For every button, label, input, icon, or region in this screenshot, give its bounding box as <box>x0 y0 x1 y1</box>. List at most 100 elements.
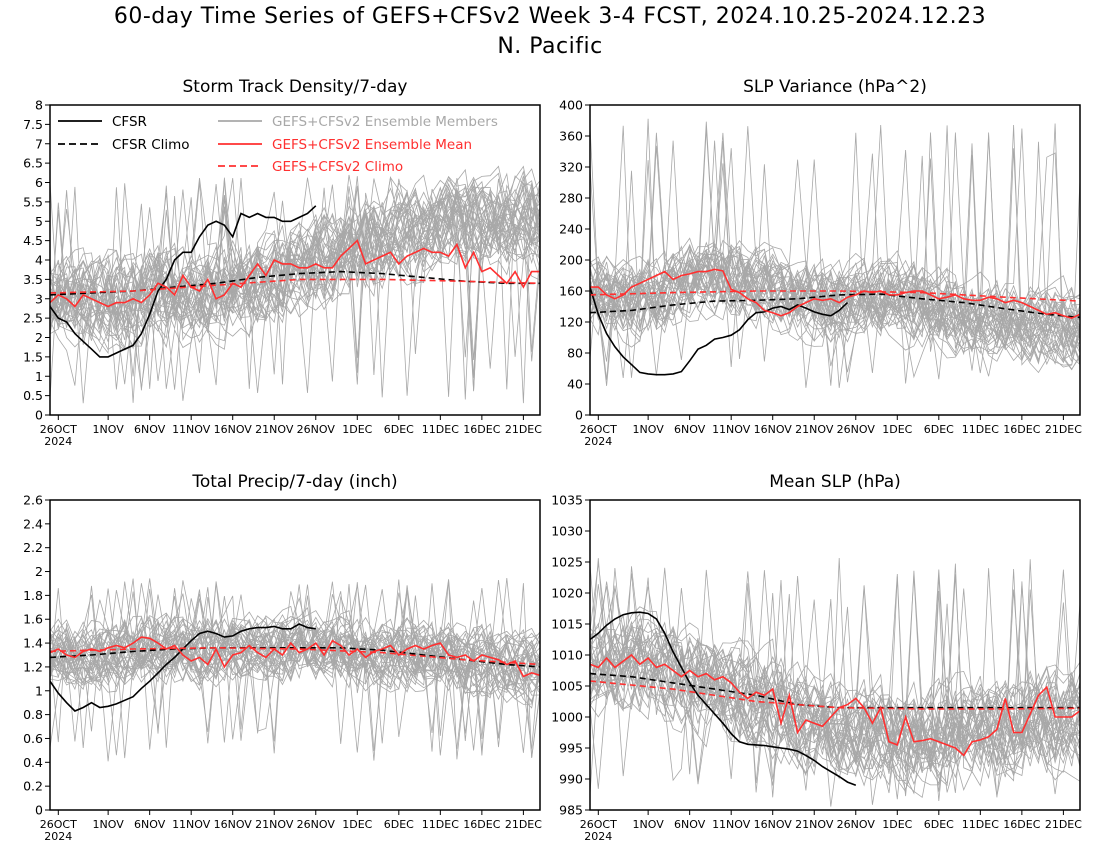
ensemble-member-line <box>50 168 540 369</box>
ensemble-member-line <box>590 140 1080 359</box>
panel-title: Mean SLP (hPa) <box>769 472 901 492</box>
ensemble-member-line <box>50 616 540 690</box>
y-tick-label: 1 <box>35 683 43 698</box>
y-tick-label: 1035 <box>551 493 583 508</box>
x-tick-label: 11NOV <box>712 818 751 831</box>
ensemble-member-line <box>50 186 540 385</box>
y-tick-label: 5 <box>35 214 43 229</box>
y-tick-label: 1005 <box>551 679 583 694</box>
y-tick-label: 1.5 <box>23 349 43 364</box>
x-year-label: 2024 <box>584 830 612 843</box>
y-tick-label: 40 <box>567 377 583 392</box>
x-tick-label: 26NOV <box>837 423 876 436</box>
ensemble-member-line <box>50 596 540 756</box>
x-tick-label: 21DEC <box>505 818 542 831</box>
ensemble-member-line <box>590 558 1080 798</box>
x-tick-label: 21DEC <box>1045 423 1082 436</box>
series-cfsr <box>590 611 857 786</box>
y-tick-label: 320 <box>559 160 583 175</box>
x-tick-label: 16NOV <box>214 423 253 436</box>
x-tick-label: 16DEC <box>463 423 500 436</box>
y-tick-label: 1020 <box>551 586 583 601</box>
ensemble-member-line <box>590 247 1080 381</box>
x-year-label: 2024 <box>584 435 612 448</box>
x-year-label: 2024 <box>44 830 72 843</box>
x-tick-label: 16DEC <box>1003 423 1040 436</box>
ensemble-members <box>50 577 540 762</box>
ensemble-member-line <box>50 187 540 403</box>
panel-mean-slp: Mean SLP (hPa) 985 990 995 1000 1005 1010 1015… <box>551 472 1082 843</box>
x-tick-label: 1NOV <box>93 423 125 436</box>
x-tick-label: 21NOV <box>795 818 834 831</box>
x-tick-label: 1NOV <box>633 818 665 831</box>
x-tick-label: 16NOV <box>754 818 793 831</box>
x-tick-label: 11NOV <box>712 423 751 436</box>
x-tick-label: 6DEC <box>384 818 414 831</box>
ensemble-member-line <box>50 579 540 760</box>
y-tick-label: 0.5 <box>23 388 43 403</box>
x-tick-label: 6NOV <box>134 818 166 831</box>
ensemble-member-line <box>50 204 540 361</box>
figure-subtitle-region: N. Pacific <box>497 34 603 59</box>
x-tick-label: 6NOV <box>134 423 166 436</box>
x-tick-label: 26NOV <box>297 818 336 831</box>
y-tick-label: 0.4 <box>23 755 43 770</box>
y-tick-label: 360 <box>559 129 583 144</box>
y-tick-label: 120 <box>559 315 583 330</box>
y-tick-label: 6 <box>35 175 43 190</box>
y-tick-label: 280 <box>559 191 583 206</box>
x-tick-label: 16DEC <box>1003 818 1040 831</box>
x-tick-label: 21DEC <box>1045 818 1082 831</box>
y-tick-label: 2.5 <box>23 311 43 326</box>
y-tick-label: 1.6 <box>23 612 43 627</box>
ensemble-member-line <box>590 635 1080 791</box>
legend-label-gefs-cfsv2-ensemble-mean: GEFS+CFSv2 Ensemble Mean <box>272 137 472 153</box>
y-tick-label: 3.5 <box>23 272 43 287</box>
y-tick-label: 2 <box>35 564 43 579</box>
x-tick-label: 26OCT <box>580 818 617 831</box>
series-gefs-cfsv2-ensemble-mean <box>50 636 540 678</box>
x-tick-label: 1DEC <box>882 818 912 831</box>
panel-slp-variance: SLP Variance (hPa^2) 0 40 80 120 160 200 240 28… <box>559 77 1082 448</box>
x-tick-label: 26NOV <box>837 818 876 831</box>
plot-frame <box>49 499 541 811</box>
panel-total-precip: Total Precip/7-day (inch) 0 0.2 0.4 0.6 0.8 1… <box>23 472 542 843</box>
y-tick-label: 0.2 <box>23 779 43 794</box>
y-tick-label: 2.2 <box>23 540 43 555</box>
series-cfsr-climo <box>590 293 1080 319</box>
legend-label-gefs-cfsv2-ensemble-members: GEFS+CFSv2 Ensemble Members <box>272 114 498 130</box>
y-tick-label: 2.6 <box>23 493 43 508</box>
y-tick-label: 5.5 <box>23 194 43 209</box>
series-cfsr-climo <box>50 646 540 668</box>
x-tick-label: 6DEC <box>924 423 954 436</box>
ensemble-members <box>590 118 1080 388</box>
panel-storm-track-density: Storm Track Density/7-day 0 0.5 1 1.5 2 2.5 3 3… <box>23 77 542 448</box>
series-gefs-cfsv2-ensemble-mean <box>50 239 540 308</box>
legend-label-cfsr: CFSR <box>112 114 147 130</box>
y-tick-label: 2 <box>35 330 43 345</box>
ensemble-member-line <box>590 643 1080 786</box>
series-gefs-cfsv2-ensemble-mean <box>590 653 1080 757</box>
y-tick-label: 6.5 <box>23 156 43 171</box>
ensemble-member-line <box>50 625 540 761</box>
ensemble-members <box>50 165 540 404</box>
y-tick-label: 985 <box>559 803 583 818</box>
series-gefs-cfsv2-ensemble-mean <box>590 268 1080 319</box>
y-tick-label: 1025 <box>551 555 583 570</box>
ensemble-member-line <box>50 578 540 730</box>
y-tick-label: 1030 <box>551 524 583 539</box>
y-tick-label: 400 <box>559 98 583 113</box>
x-tick-label: 11DEC <box>962 818 999 831</box>
x-tick-label: 21DEC <box>505 423 542 436</box>
legend: CFSR CFSR Climo GEFS+CFSv2 Ensemble Member… <box>58 114 498 175</box>
x-tick-label: 1DEC <box>342 423 372 436</box>
ensemble-member-line <box>590 627 1080 793</box>
x-year-label: 2024 <box>44 435 72 448</box>
y-tick-label: 0 <box>35 408 43 423</box>
y-tick-label: 0.8 <box>23 707 43 722</box>
x-tick-label: 26OCT <box>40 423 77 436</box>
x-tick-label: 21NOV <box>795 423 834 436</box>
ensemble-member-line <box>50 599 540 704</box>
ensemble-member-line <box>590 579 1080 787</box>
